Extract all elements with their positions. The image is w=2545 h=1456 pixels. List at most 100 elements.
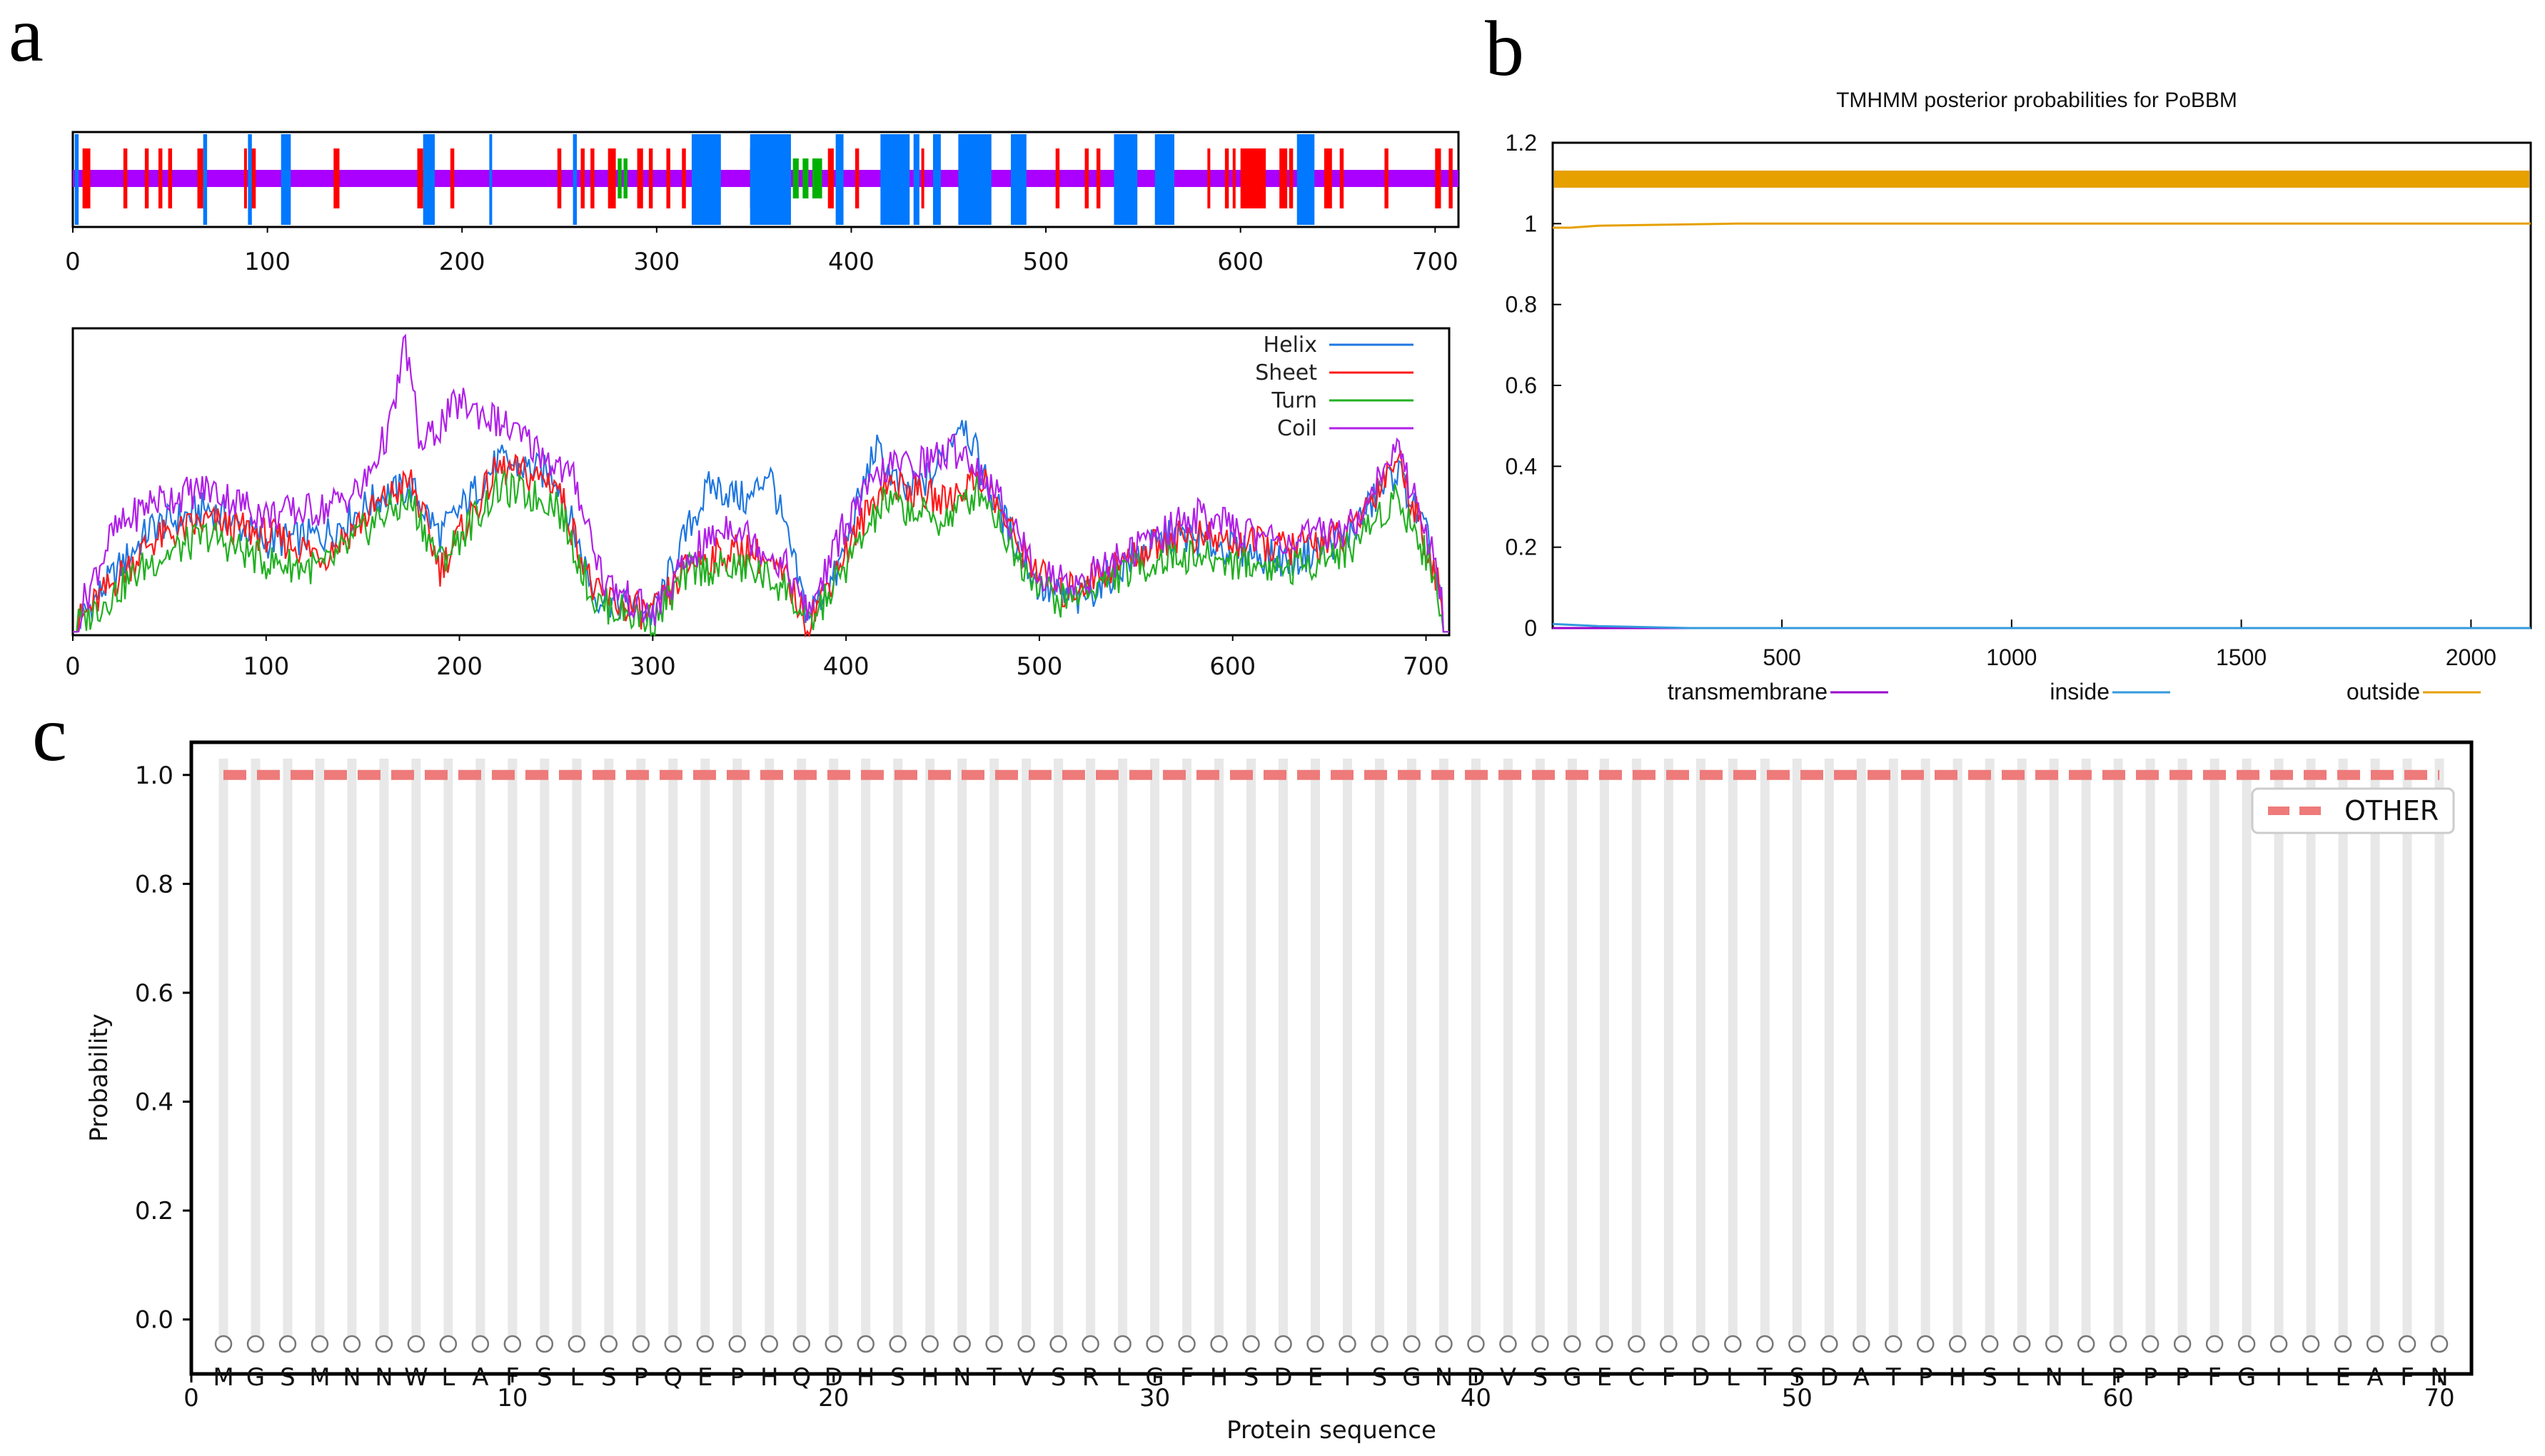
residue-marker	[857, 1335, 875, 1353]
sheet-segment	[1279, 148, 1288, 208]
residue-letter: H	[760, 1363, 779, 1392]
helix-segment	[1154, 134, 1174, 225]
plot-frame	[189, 740, 2474, 1376]
residue-letter: L	[2015, 1363, 2029, 1392]
tmhmm-chart: TMHMM posterior probabilities for PoBBM 0…	[1506, 89, 2532, 704]
residue-letter: E	[2335, 1363, 2350, 1392]
residue-marker	[1274, 1335, 1292, 1353]
residue-letter: G	[1563, 1363, 1581, 1392]
residue-marker	[1017, 1335, 1035, 1353]
helix-segment	[1010, 134, 1027, 225]
residue-letter: N	[2045, 1363, 2062, 1392]
sheet-segment	[1084, 148, 1089, 208]
sheet-segment	[1435, 148, 1441, 208]
residue-letter: N	[375, 1363, 393, 1392]
residue-letter: N	[1435, 1363, 1453, 1392]
residue-marker	[1916, 1335, 1935, 1353]
helix-segment	[958, 134, 992, 225]
residue-letter: L	[2080, 1363, 2093, 1392]
x-tick-label: 0	[65, 652, 81, 681]
residue-letter: A	[2367, 1363, 2383, 1392]
helix-segment	[691, 134, 721, 225]
turn-segment	[792, 158, 799, 198]
series-line-inside	[1552, 622, 2531, 630]
residue-letter: S	[537, 1363, 553, 1392]
residue-letter: S	[601, 1363, 617, 1392]
residue-marker	[2077, 1335, 2095, 1353]
residue-marker	[1885, 1335, 1903, 1353]
helix-segment	[1296, 134, 1315, 225]
residue-marker	[1435, 1335, 1453, 1353]
residue-marker	[1531, 1335, 1549, 1353]
residue-letter: F	[1180, 1363, 1194, 1392]
residue-letter: S	[280, 1363, 296, 1392]
x-tick-label: 10	[497, 1384, 528, 1412]
residue-letter: F	[1662, 1363, 1676, 1392]
residue-marker	[1724, 1335, 1742, 1353]
residue-marker	[1820, 1335, 1838, 1353]
residue-marker	[311, 1335, 329, 1353]
sheet-segment	[1289, 148, 1294, 208]
sheet-segment	[123, 148, 128, 208]
residue-marker	[214, 1335, 233, 1353]
residue-marker	[2237, 1335, 2256, 1353]
residue-marker	[2045, 1335, 2063, 1353]
sheet-segment	[417, 148, 423, 208]
residue-marker	[953, 1335, 971, 1353]
residue-marker	[1692, 1335, 1710, 1353]
residue-letter: E	[697, 1363, 712, 1392]
residue-marker	[2173, 1335, 2192, 1353]
residue-marker	[2366, 1335, 2384, 1353]
y-tick-label: 0.6	[1506, 373, 1537, 398]
panel-label-b: b	[1485, 5, 1524, 92]
helix-segment	[248, 134, 252, 225]
residue-letter: T	[986, 1363, 1002, 1392]
residue-letter: P	[730, 1363, 745, 1392]
x-tick-label: 400	[828, 248, 875, 276]
x-tick-label: 500	[1016, 652, 1062, 681]
residue-marker	[1306, 1335, 1324, 1353]
residue-marker	[825, 1335, 842, 1353]
residue-marker	[1596, 1335, 1613, 1353]
residue-marker	[2109, 1335, 2127, 1353]
residue-marker	[696, 1335, 715, 1353]
turn-segment	[802, 158, 809, 198]
x-tick-label: 400	[823, 652, 870, 681]
residue-letter: L	[1726, 1363, 1740, 1392]
residue-marker	[889, 1335, 907, 1353]
residue-letter: I	[2275, 1363, 2282, 1392]
helix-segment	[1114, 134, 1138, 225]
residue-letter: S	[1372, 1363, 1388, 1392]
sheet-segment	[144, 148, 149, 208]
residue-marker	[2334, 1335, 2352, 1353]
helix-segment	[74, 134, 79, 225]
y-tick-label: 0.4	[1506, 453, 1537, 479]
residue-letter: S	[1533, 1363, 1548, 1392]
y-tick-label: 0.2	[1506, 535, 1537, 560]
y-tick-label: 0.0	[135, 1306, 173, 1335]
x-tick-label: 300	[630, 652, 676, 681]
residue-letter: F	[2400, 1363, 2414, 1392]
residue-letter: V	[1500, 1363, 1516, 1392]
residue-letter: V	[1018, 1363, 1034, 1392]
residue-marker	[278, 1335, 297, 1353]
helix-segment	[880, 134, 910, 225]
x-tick-label: 100	[243, 652, 289, 681]
residue-letter: E	[1597, 1363, 1612, 1392]
residue-marker	[2398, 1335, 2417, 1353]
sheet-segment	[158, 148, 163, 208]
residue-marker	[760, 1335, 778, 1353]
legend-box	[2251, 787, 2455, 834]
residue-letter: P	[634, 1363, 649, 1392]
residue-marker	[2302, 1335, 2320, 1353]
sheet-segment	[243, 148, 247, 208]
residue-letter: H	[857, 1363, 875, 1392]
residue-letter: W	[404, 1363, 428, 1392]
residue-marker	[343, 1335, 361, 1353]
x-tick-label: 600	[1209, 652, 1256, 681]
sheet-segment	[82, 148, 91, 208]
sheet-segment	[921, 148, 924, 208]
residue-letter: G	[2237, 1363, 2256, 1392]
residue-marker	[1756, 1335, 1774, 1353]
